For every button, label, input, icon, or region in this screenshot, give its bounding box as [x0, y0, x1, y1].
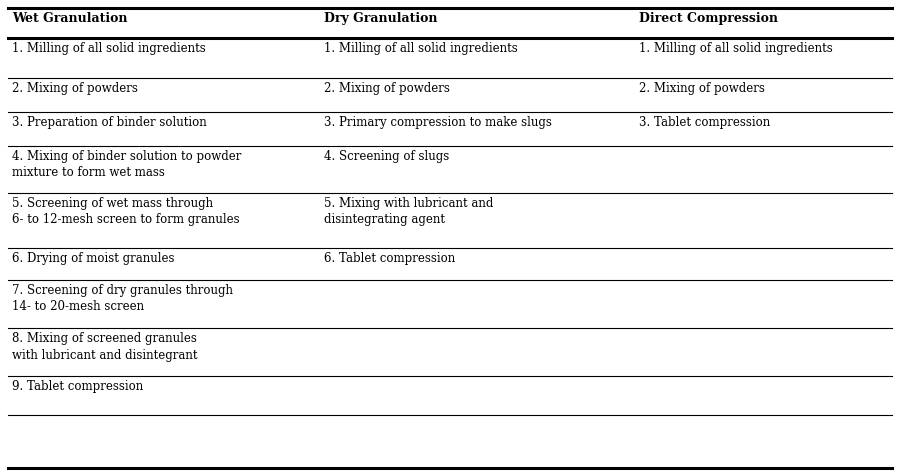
- Text: Wet Granulation: Wet Granulation: [12, 12, 128, 25]
- Text: 7. Screening of dry granules through
14- to 20-mesh screen: 7. Screening of dry granules through 14-…: [12, 284, 233, 314]
- Text: 9. Tablet compression: 9. Tablet compression: [12, 380, 143, 393]
- Text: 4. Mixing of binder solution to powder
mixture to form wet mass: 4. Mixing of binder solution to powder m…: [12, 150, 241, 179]
- Text: 4. Screening of slugs: 4. Screening of slugs: [324, 150, 449, 163]
- Text: 1. Milling of all solid ingredients: 1. Milling of all solid ingredients: [12, 42, 206, 55]
- Text: 3. Tablet compression: 3. Tablet compression: [639, 116, 770, 129]
- Text: 6. Drying of moist granules: 6. Drying of moist granules: [12, 252, 175, 265]
- Text: 5. Screening of wet mass through
6- to 12-mesh screen to form granules: 5. Screening of wet mass through 6- to 1…: [12, 197, 239, 227]
- Text: Dry Granulation: Dry Granulation: [324, 12, 437, 25]
- Text: 6. Tablet compression: 6. Tablet compression: [324, 252, 455, 265]
- Text: 2. Mixing of powders: 2. Mixing of powders: [12, 82, 138, 95]
- Text: 3. Preparation of binder solution: 3. Preparation of binder solution: [12, 116, 207, 129]
- Text: 8. Mixing of screened granules
with lubricant and disintegrant: 8. Mixing of screened granules with lubr…: [12, 332, 197, 361]
- Text: 2. Mixing of powders: 2. Mixing of powders: [324, 82, 450, 95]
- Text: Direct Compression: Direct Compression: [639, 12, 778, 25]
- Text: 2. Mixing of powders: 2. Mixing of powders: [639, 82, 765, 95]
- Text: 3. Primary compression to make slugs: 3. Primary compression to make slugs: [324, 116, 552, 129]
- Text: 1. Milling of all solid ingredients: 1. Milling of all solid ingredients: [324, 42, 518, 55]
- Text: 1. Milling of all solid ingredients: 1. Milling of all solid ingredients: [639, 42, 833, 55]
- Text: 5. Mixing with lubricant and
disintegrating agent: 5. Mixing with lubricant and disintegrat…: [324, 197, 493, 227]
